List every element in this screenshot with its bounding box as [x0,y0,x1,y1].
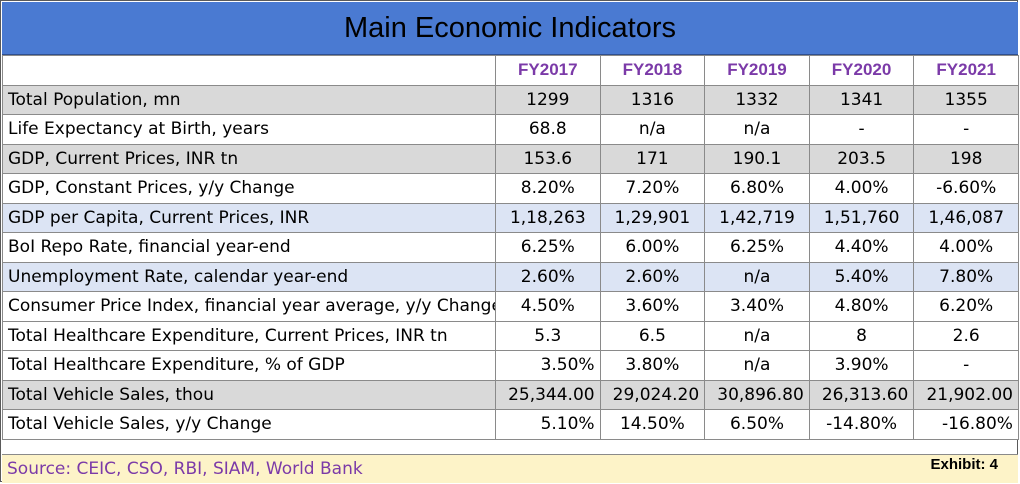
table-row: Total Vehicle Sales, thou 25,344.00 29,024… [2,379,1019,410]
cell-value: -14.80% [808,409,915,440]
table-row: Total Healthcare Expenditure, % of GDP 3.… [2,350,1019,381]
cell-value: 6.5 [599,320,706,351]
cell-value: 1316 [599,84,706,115]
cell-value: 203.5 [808,143,915,174]
cell-value: n/a [704,114,810,145]
cell-value: 1,18,263 [495,202,601,233]
table-row: Total Vehicle Sales, y/y Change 5.10% 14.5… [2,409,1019,440]
row-label: GDP, Current Prices, INR tn [2,143,496,174]
cell-value: - [913,350,1019,381]
cell-value: 4.50% [495,291,601,322]
cell-value: 1355 [913,84,1019,115]
cell-value: 3.80% [599,350,706,381]
cell-value: 30,896.80 [704,379,810,410]
cell-value: -16.80% [913,409,1019,440]
table-row: BoI Repo Rate, financial year-end 6.25% 6.… [2,232,1019,263]
row-label: Total Vehicle Sales, thou [2,379,496,410]
indicators-table: FY2017 FY2018 FY2019 FY2020 FY2021 Total… [2,55,1019,440]
cell-value: n/a [704,261,810,292]
row-label: GDP, Constant Prices, y/y Change [2,173,496,204]
page-title: Main Economic Indicators [343,11,677,44]
cell-value: 29,024.20 [599,379,706,410]
cell-value: 68.8 [495,114,601,145]
row-label: Total Healthcare Expenditure, % of GDP [2,350,496,381]
table-row: Total Population, mn 1299 1316 1332 1341 1355 [2,84,1019,115]
cell-value: - [808,114,915,145]
row-label: Total Population, mn [2,84,496,115]
cell-value: 3.90% [808,350,915,381]
cell-value: 198 [913,143,1019,174]
footer: Source: CEIC, CSO, RBI, SIAM, World Bank… [2,454,1018,483]
cell-value: - [913,114,1019,145]
cell-value: 4.40% [808,232,915,263]
cell-value: 1299 [495,84,601,115]
row-label: BoI Repo Rate, financial year-end [2,232,496,263]
row-label: Consumer Price Index, financial year ave… [2,291,496,322]
column-header: FY2019 [704,55,810,86]
row-label: Life Expectancy at Birth, years [2,114,496,145]
column-header: FY2018 [599,55,706,86]
cell-value: 6.20% [913,291,1019,322]
cell-value: 1,42,719 [704,202,810,233]
cell-value: 171 [599,143,706,174]
cell-value: 1332 [704,84,810,115]
cell-value: n/a [704,350,810,381]
cell-value: 153.6 [495,143,601,174]
cell-value: 1,46,087 [913,202,1019,233]
column-header: FY2017 [495,55,601,86]
cell-value: 6.25% [704,232,810,263]
cell-value: 4.00% [808,173,915,204]
table-row: Total Healthcare Expenditure, Current Pr… [2,320,1019,351]
cell-value: 6.00% [599,232,706,263]
cell-value: 5.40% [808,261,915,292]
cell-value: 1,29,901 [599,202,706,233]
cell-value: -6.60% [913,173,1019,204]
cell-value: 4.00% [913,232,1019,263]
cell-value: 8 [808,320,915,351]
row-label: Total Healthcare Expenditure, Current Pr… [2,320,496,351]
header-corner [2,55,496,86]
column-header: FY2020 [808,55,915,86]
cell-value: 4.80% [808,291,915,322]
table-row: Life Expectancy at Birth, years 68.8 n/a n/… [2,114,1019,145]
cell-value: 3.60% [599,291,706,322]
cell-value: 6.50% [704,409,810,440]
table-row: Consumer Price Index, financial year ave… [2,291,1019,322]
cell-value: 8.20% [495,173,601,204]
cell-value: 14.50% [599,409,706,440]
row-label: Unemployment Rate, calendar year-end [2,261,496,292]
table-row: GDP, Constant Prices, y/y Change 8.20% 7.2… [2,173,1019,204]
cell-value: 5.3 [495,320,601,351]
table-row: GDP, Current Prices, INR tn 153.6 171 190.1… [2,143,1019,174]
source-note: Source: CEIC, CSO, RBI, SIAM, World Bank [7,459,363,479]
cell-value: 190.1 [704,143,810,174]
cell-value: 1,51,760 [808,202,915,233]
header-row: FY2017 FY2018 FY2019 FY2020 FY2021 [2,55,1019,86]
cell-value: 2.60% [599,261,706,292]
exhibit-label: Exhibit: 4 [930,456,998,473]
title-bar: Main Economic Indicators [2,2,1018,55]
cell-value: 2.6 [913,320,1019,351]
cell-value: 2.60% [495,261,601,292]
table-body: Total Population, mn 1299 1316 1332 1341 1355… [2,84,1019,440]
cell-value: 7.20% [599,173,706,204]
row-label: GDP per Capita, Current Prices, INR [2,202,496,233]
cell-value: 3.40% [704,291,810,322]
cell-value: n/a [704,320,810,351]
cell-value: 26,313.60 [808,379,915,410]
cell-value: 5.10% [495,409,601,440]
column-header: FY2021 [913,55,1019,86]
cell-value: 3.50% [495,350,601,381]
row-label: Total Vehicle Sales, y/y Change [2,409,496,440]
cell-value: n/a [599,114,706,145]
cell-value: 6.25% [495,232,601,263]
cell-value: 1341 [808,84,915,115]
cell-value: 6.80% [704,173,810,204]
table-row: Unemployment Rate, calendar year-end 2.60… [2,261,1019,292]
table-row: GDP per Capita, Current Prices, INR 1,18,… [2,202,1019,233]
cell-value: 25,344.00 [495,379,601,410]
cell-value: 21,902.00 [913,379,1019,410]
cell-value: 7.80% [913,261,1019,292]
